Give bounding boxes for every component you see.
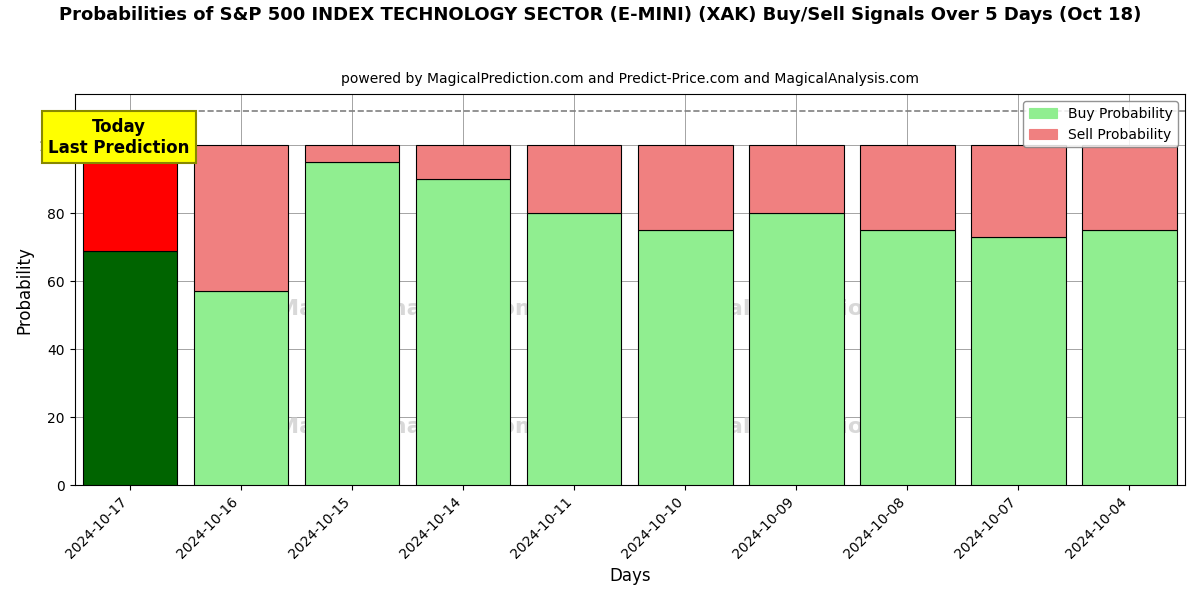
Bar xyxy=(83,145,178,251)
Bar xyxy=(971,237,1066,485)
Text: MagicalPrediction.com: MagicalPrediction.com xyxy=(654,299,940,319)
Text: MagicalAnalysis.com: MagicalAnalysis.com xyxy=(277,299,539,319)
Bar xyxy=(83,251,178,485)
Bar xyxy=(749,213,844,485)
Bar xyxy=(1082,230,1177,485)
Bar xyxy=(527,213,622,485)
Bar xyxy=(305,162,400,485)
Text: MagicalPrediction.com: MagicalPrediction.com xyxy=(654,416,940,437)
Bar xyxy=(860,145,955,230)
Bar xyxy=(638,230,732,485)
Text: Probabilities of S&P 500 INDEX TECHNOLOGY SECTOR (E-MINI) (XAK) Buy/Sell Signals: Probabilities of S&P 500 INDEX TECHNOLOG… xyxy=(59,6,1141,24)
Y-axis label: Probability: Probability xyxy=(16,246,34,334)
Text: MagicalAnalysis.com: MagicalAnalysis.com xyxy=(277,416,539,437)
Bar xyxy=(416,145,510,179)
Text: Today
Last Prediction: Today Last Prediction xyxy=(48,118,190,157)
X-axis label: Days: Days xyxy=(610,567,650,585)
Bar xyxy=(194,292,288,485)
Bar xyxy=(971,145,1066,237)
Legend: Buy Probability, Sell Probability: Buy Probability, Sell Probability xyxy=(1024,101,1178,147)
Bar xyxy=(527,145,622,213)
Bar xyxy=(1082,145,1177,230)
Bar xyxy=(638,145,732,230)
Bar xyxy=(305,145,400,162)
Title: powered by MagicalPrediction.com and Predict-Price.com and MagicalAnalysis.com: powered by MagicalPrediction.com and Pre… xyxy=(341,72,919,86)
Bar xyxy=(749,145,844,213)
Bar xyxy=(416,179,510,485)
Bar xyxy=(860,230,955,485)
Bar xyxy=(194,145,288,292)
